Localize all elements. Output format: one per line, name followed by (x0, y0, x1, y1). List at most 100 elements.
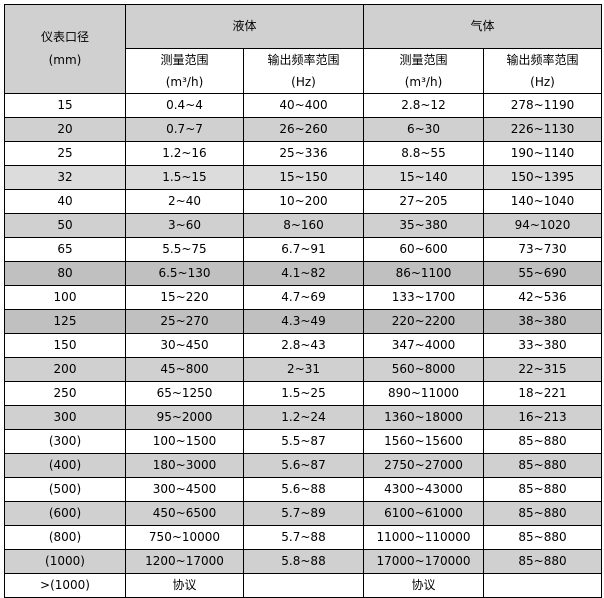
liquid-freq-cell: 8~160 (242, 213, 365, 238)
liquid-range-cell: 1.2~16 (125, 141, 244, 166)
liquid-range-cell: 750~10000 (125, 525, 244, 550)
gas-freq-cell: 140~1040 (483, 189, 603, 214)
gas-freq-cell: 226~1130 (483, 117, 603, 142)
gas-range-cell: 15~140 (363, 165, 485, 190)
diameter-cell: 100 (4, 285, 126, 310)
liquid-freq-cell: 10~200 (242, 189, 365, 214)
gas-freq-cell: 94~1020 (483, 213, 603, 238)
liquid-freq-cell: 5.5~87 (242, 429, 365, 454)
diameter-cell: 20 (4, 117, 126, 142)
gas-range-cell: 560~8000 (363, 357, 485, 382)
gas-freq-cell: 85~880 (483, 477, 603, 502)
diameter-cell: 300 (4, 405, 126, 430)
table-row: (1000) 1200~17000 5.8~88 17000~170000 85~880 (4, 549, 603, 574)
liquid-range-cell: 15~220 (125, 285, 244, 310)
gas-range-cell: 6~30 (363, 117, 485, 142)
table-row: 50 3~60 8~160 35~380 94~1020 (4, 213, 603, 238)
gas-freq-cell: 73~730 (483, 237, 603, 262)
table-row: 25 1.2~16 25~336 8.8~55 190~1140 (4, 141, 603, 166)
liquid-freq-cell: 6.7~91 (242, 237, 365, 262)
gas-range-cell: 347~4000 (363, 333, 485, 358)
diameter-cell: 125 (4, 309, 126, 334)
liquid-freq-cell: 1.5~25 (242, 381, 365, 406)
liquid-range-cell: 100~1500 (125, 429, 244, 454)
table-row: 125 25~270 4.3~49 220~2200 38~380 (4, 309, 603, 334)
diameter-cell: 65 (4, 237, 126, 262)
diameter-cell: (600) (4, 501, 126, 526)
gas-range-cell: 17000~170000 (363, 549, 485, 574)
diameter-cell: (1000) (4, 549, 126, 574)
liquid-range-cell: 45~800 (125, 357, 244, 382)
liquid-freq-cell: 25~336 (242, 141, 365, 166)
gas-range-cell: 11000~110000 (363, 525, 485, 550)
liquid-range-cell: 2~40 (125, 189, 244, 214)
gas-range-cell: 4300~43000 (363, 477, 485, 502)
header-diameter: 仪表口径 (mm) (4, 4, 126, 94)
gas-range-cell: 2750~27000 (363, 453, 485, 478)
liquid-freq-cell: 4.3~49 (242, 309, 365, 334)
liquid-freq-cell: 1.2~24 (242, 405, 365, 430)
diameter-cell: 150 (4, 333, 126, 358)
flowmeter-spec-table: 仪表口径 (mm) 液体 气体 测量范围 (m³/h) 输出频率范围 (Hz) 测量范… (4, 4, 603, 598)
diameter-cell: 250 (4, 381, 126, 406)
gas-range-cell: 220~2200 (363, 309, 485, 334)
diameter-cell: 15 (4, 93, 126, 118)
liquid-range-cell: 6.5~130 (125, 261, 244, 286)
table-row: 200 45~800 2~31 560~8000 22~315 (4, 357, 603, 382)
gas-range-cell: 6100~61000 (363, 501, 485, 526)
liquid-freq-cell: 2~31 (242, 357, 365, 382)
gas-range-cell: 1360~18000 (363, 405, 485, 430)
liquid-range-cell: 1.5~15 (125, 165, 244, 190)
header-liquid: 液体 (124, 4, 365, 49)
gas-freq-cell: 85~880 (483, 549, 603, 574)
gas-freq-cell: 55~690 (483, 261, 603, 286)
header-liquid-range: 测量范围 (m³/h) (125, 48, 244, 94)
gas-range-cell: 60~600 (363, 237, 485, 262)
gas-freq-cell: 33~380 (483, 333, 603, 358)
gas-range-cell: 1560~15600 (363, 429, 485, 454)
liquid-range-cell: 30~450 (125, 333, 244, 358)
liquid-freq-cell: 5.8~88 (242, 549, 365, 574)
gas-freq-cell: 85~880 (483, 501, 603, 526)
liquid-freq-cell: 15~150 (242, 165, 365, 190)
table-row: (500) 300~4500 5.6~88 4300~43000 85~880 (4, 477, 603, 502)
liquid-freq-cell: 5.6~88 (242, 477, 365, 502)
liquid-range-cell: 0.4~4 (125, 93, 244, 118)
liquid-range-cell: 180~3000 (125, 453, 244, 478)
diameter-cell: (500) (4, 477, 126, 502)
table-row: 32 1.5~15 15~150 15~140 150~1395 (4, 165, 603, 190)
gas-range-cell: 8.8~55 (363, 141, 485, 166)
table-row: 65 5.5~75 6.7~91 60~600 73~730 (4, 237, 603, 262)
diameter-cell: 80 (4, 261, 126, 286)
gas-range-cell: 133~1700 (363, 285, 485, 310)
table-row: 100 15~220 4.7~69 133~1700 42~536 (4, 285, 603, 310)
table-row: 80 6.5~130 4.1~82 86~1100 55~690 (4, 261, 603, 286)
table-row: (300) 100~1500 5.5~87 1560~15600 85~880 (4, 429, 603, 454)
diameter-cell: (800) (4, 525, 126, 550)
liquid-range-cell: 95~2000 (125, 405, 244, 430)
liquid-range-cell: 25~270 (125, 309, 244, 334)
table-row: 40 2~40 10~200 27~205 140~1040 (4, 189, 603, 214)
gas-freq-cell: 85~880 (483, 453, 603, 478)
table-row: 300 95~2000 1.2~24 1360~18000 16~213 (4, 405, 603, 430)
gas-freq-cell: 278~1190 (483, 93, 603, 118)
table-row: (600) 450~6500 5.7~89 6100~61000 85~880 (4, 501, 603, 526)
gas-freq-cell: 85~880 (483, 525, 603, 550)
liquid-freq-cell: 5.6~87 (242, 453, 365, 478)
liquid-freq-cell: 4.1~82 (242, 261, 365, 286)
table-row: 15 0.4~4 40~400 2.8~12 278~1190 (4, 93, 603, 118)
liquid-range-cell: 65~1250 (125, 381, 244, 406)
table-row: 250 65~1250 1.5~25 890~11000 18~221 (4, 381, 603, 406)
gas-range-cell: 2.8~12 (363, 93, 485, 118)
gas-freq-cell: 18~221 (483, 381, 603, 406)
gas-freq-cell: 42~536 (483, 285, 603, 310)
gas-freq-cell: 150~1395 (483, 165, 603, 190)
diameter-cell: 200 (4, 357, 126, 382)
liquid-freq-cell: 5.7~88 (242, 525, 365, 550)
diameter-cell: 50 (4, 213, 126, 238)
gas-freq-cell: 16~213 (483, 405, 603, 430)
table-row: 20 0.7~7 26~260 6~30 226~1130 (4, 117, 603, 142)
gas-range-cell: 890~11000 (363, 381, 485, 406)
liquid-freq-cell: 26~260 (242, 117, 365, 142)
gas-freq-cell: 38~380 (483, 309, 603, 334)
